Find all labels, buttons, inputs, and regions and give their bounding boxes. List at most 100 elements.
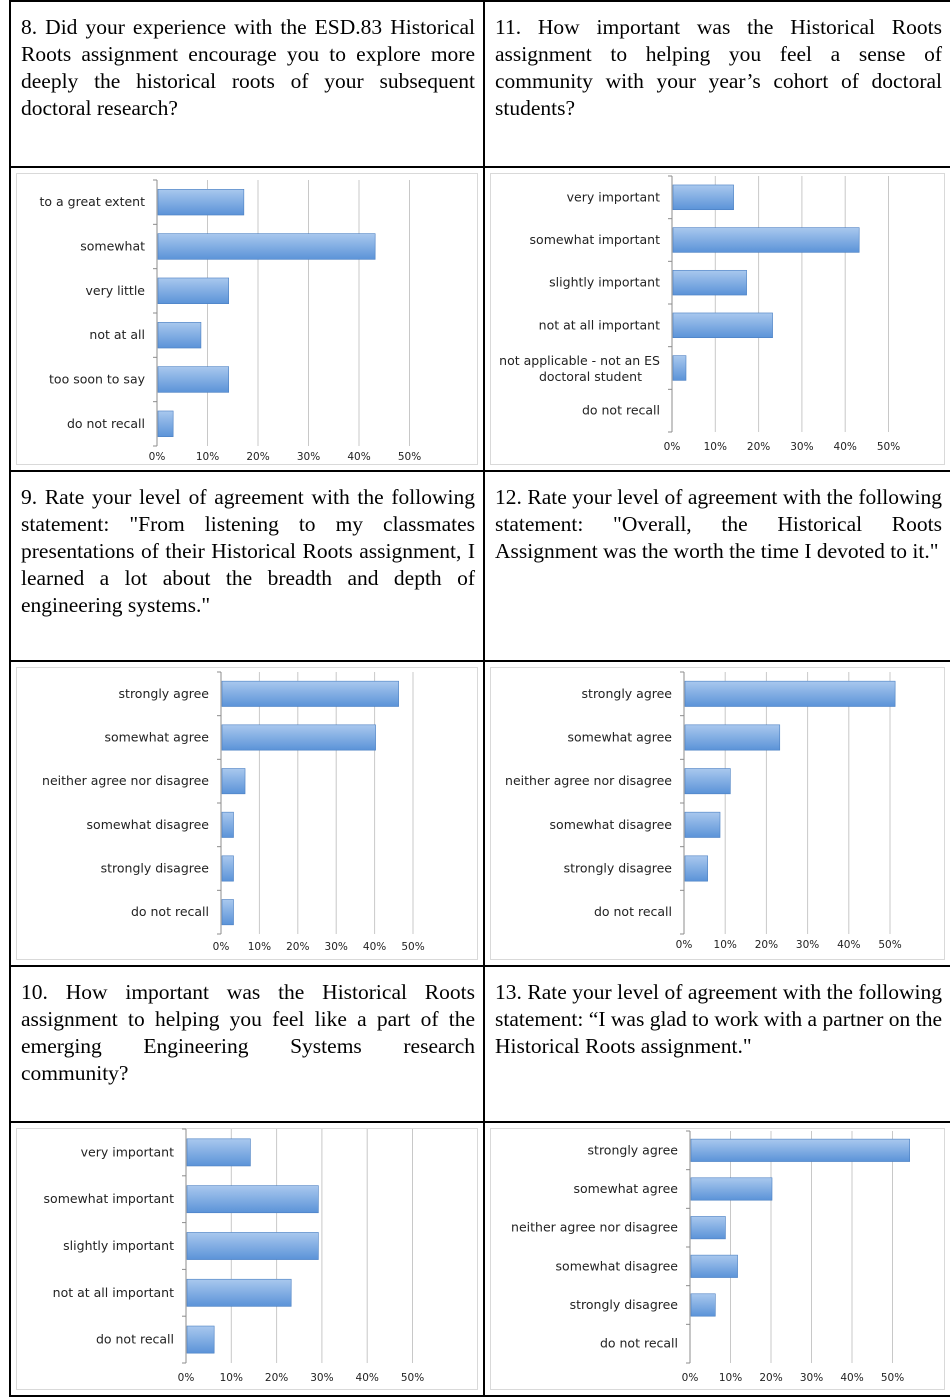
question-11-chart-cell: 0% 10% 20% 30% 40% 50% very important somewhat … [485, 168, 950, 472]
x-tick-label: 20% [246, 451, 269, 463]
category-label: do not recall [96, 1332, 174, 1347]
x-tick-label: 20% [747, 441, 770, 453]
x-tick-label: 40% [363, 941, 386, 953]
bar [690, 1293, 716, 1317]
question-10-text: 10. How important was the Historical Roo… [21, 980, 475, 1085]
x-tick-label: 20% [265, 1372, 288, 1384]
question-10-cell: 10. How important was the Historical Roo… [11, 967, 485, 1123]
x-tick-label: 10% [248, 941, 271, 953]
x-tick-label: 40% [837, 939, 860, 951]
question-9-bar-chart: 0% 10% 20% 30% 40% 50% strongly agree somewhat … [42, 671, 425, 953]
category-label: strongly agree [582, 686, 673, 701]
x-tick-label: 40% [840, 1372, 863, 1384]
category-label: somewhat agree [567, 730, 672, 745]
category-label: somewhat disagree [556, 1258, 679, 1273]
question-9-cell: 9. Rate your level of agreement with the… [11, 472, 485, 662]
bar [186, 1278, 292, 1307]
bar [157, 322, 202, 349]
category-label: somewhat important [530, 232, 661, 247]
category-label: very important [81, 1144, 174, 1159]
bar [157, 189, 245, 216]
question-12-chart-cell: 0% 10% 20% 30% 40% 50% strongly agree somewhat … [485, 662, 950, 967]
question-13-cell: 13. Rate your level of agreement with th… [485, 967, 950, 1123]
x-tick-label: 10% [714, 939, 737, 951]
bar [221, 724, 376, 751]
question-13-bar-chart: 0% 10% 20% 30% 40% 50% strongly agree somewhat … [511, 1130, 910, 1384]
bar [690, 1216, 726, 1240]
x-tick-label: 30% [796, 939, 819, 951]
x-tick-label: 10% [719, 1372, 742, 1384]
category-label: somewhat agree [573, 1181, 678, 1196]
x-tick-label: 30% [800, 1372, 823, 1384]
bar [157, 366, 229, 393]
category-label: neither agree nor disagree [42, 773, 209, 788]
x-tick-label: 20% [759, 1372, 782, 1384]
x-tick-label: 0% [178, 1372, 195, 1384]
category-label: slightly important [549, 275, 660, 290]
bar [672, 184, 734, 211]
question-9-chart-cell: 0% 10% 20% 30% 40% 50% strongly agree somewhat … [11, 662, 485, 967]
question-12-cell: 12. Rate your level of agreement with th… [485, 472, 950, 662]
x-tick-label: 50% [877, 441, 900, 453]
category-label: not at all important [539, 317, 660, 332]
x-tick-label: 0% [676, 939, 693, 951]
bar [684, 724, 781, 751]
category-label: neither agree nor disagree [505, 773, 672, 788]
x-tick-label: 0% [664, 441, 681, 453]
category-label: very little [85, 283, 145, 298]
question-8-cell: 8. Did your experience with the ESD.83 H… [11, 2, 485, 168]
bar [221, 811, 234, 838]
bar [186, 1232, 319, 1260]
bar [186, 1325, 215, 1354]
question-8-text: 8. Did your experience with the ESD.83 H… [21, 15, 475, 120]
x-tick-label: 30% [790, 441, 813, 453]
category-label: do not recall [594, 904, 672, 919]
category-label: strongly agree [119, 686, 210, 701]
question-12-text: 12. Rate your level of agreement with th… [495, 485, 942, 563]
chart-frame [490, 1128, 945, 1390]
chart-frame [490, 173, 945, 465]
category-label: somewhat disagree [87, 817, 210, 832]
chart-frame [490, 667, 945, 960]
category-label: strongly disagree [570, 1297, 679, 1312]
bar [186, 1138, 251, 1167]
x-tick-label: 0% [682, 1372, 699, 1384]
x-tick-label: 30% [297, 451, 320, 463]
category-label: somewhat [80, 239, 145, 254]
category-label: somewhat disagree [550, 817, 673, 832]
category-label: do not recall [67, 416, 145, 431]
question-11-bar-chart: 0% 10% 20% 30% 40% 50% very important somewhat … [499, 175, 900, 453]
x-tick-label: 50% [398, 451, 421, 463]
question-10-bar-chart: 0% 10% 20% 30% 40% 50% very important somewhat … [44, 1128, 424, 1384]
bar [157, 410, 174, 437]
category-label: do not recall [582, 403, 660, 418]
x-tick-label: 10% [704, 441, 727, 453]
x-tick-label: 30% [325, 941, 348, 953]
survey-results-table: 8. Did your experience with the ESD.83 H… [9, 0, 950, 1397]
x-tick-label: 50% [401, 1372, 424, 1384]
category-label: strongly disagree [564, 861, 673, 876]
category-label: strongly agree [588, 1142, 679, 1157]
category-label: too soon to say [49, 372, 146, 387]
bar [690, 1177, 773, 1201]
bar [672, 269, 747, 296]
bar [672, 355, 687, 381]
bar [186, 1185, 319, 1214]
x-tick-label: 0% [213, 941, 230, 953]
question-9-text: 9. Rate your level of agreement with the… [21, 485, 475, 617]
x-tick-label: 0% [149, 451, 166, 463]
bar [672, 312, 773, 339]
question-13-chart-cell: 0% 10% 20% 30% 40% 50% strongly agree somewhat … [485, 1123, 950, 1397]
bar [157, 233, 376, 260]
category-label: not at all important [53, 1285, 174, 1300]
category-label: somewhat agree [104, 730, 209, 745]
question-8-chart-cell: 0% 10% 20% 30% 40% 50% to a great extent somewh… [11, 168, 485, 472]
x-tick-label: 10% [196, 451, 219, 463]
x-tick-label: 40% [356, 1372, 379, 1384]
question-12-bar-chart: 0% 10% 20% 30% 40% 50% strongly agree somewhat … [505, 671, 902, 951]
bar [684, 680, 896, 707]
x-tick-label: 30% [310, 1372, 333, 1384]
category-label: strongly disagree [101, 861, 210, 876]
category-label: slightly important [63, 1238, 174, 1253]
question-8-bar-chart: 0% 10% 20% 30% 40% 50% to a great extent somewh… [40, 179, 421, 463]
